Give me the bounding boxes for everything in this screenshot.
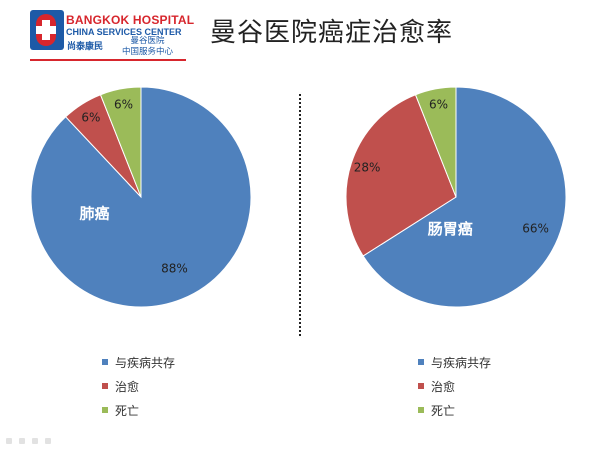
prev-slide-icon[interactable] <box>6 438 12 444</box>
logo-text-cn-line1: 曼谷医院 <box>130 36 165 46</box>
legend-swatch-coexist <box>418 359 424 365</box>
legend-swatch-death <box>102 407 108 413</box>
legend-item-coexist: 与疾病共存 <box>102 350 175 374</box>
legend-item-coexist: 与疾病共存 <box>418 350 491 374</box>
slide-nav-icons <box>6 438 51 444</box>
legend-item-death: 死亡 <box>418 398 491 422</box>
menu-icon[interactable] <box>32 438 38 444</box>
legend-label-coexist: 与疾病共存 <box>115 355 176 370</box>
pie0-slice-death <box>99 86 142 198</box>
logo-text-en-line1: BANGKOK HOSPITAL <box>66 13 195 27</box>
legend-label-death: 死亡 <box>431 403 456 418</box>
legend-item-cured: 治愈 <box>102 374 175 398</box>
page-title: 曼谷医院癌症治愈率 <box>210 18 454 48</box>
legend-item-cured: 治愈 <box>418 374 491 398</box>
pie1-label-death: 6% <box>429 98 448 112</box>
pie0-label-cured: 6% <box>81 111 100 125</box>
logo-text-cn-brand: 尚泰康民 <box>67 42 104 52</box>
pie0-title: 肺癌 <box>79 204 109 222</box>
pen-icon[interactable] <box>19 438 25 444</box>
legend-label-death: 死亡 <box>115 403 140 418</box>
pie1-title: 肠胃癌 <box>428 220 473 238</box>
pie1-label-coexist: 66% <box>522 222 549 236</box>
legend-lung-cancer: 与疾病共存 治愈 死亡 <box>102 350 175 422</box>
legend-label-cured: 治愈 <box>431 379 456 394</box>
logo-underline <box>30 59 186 61</box>
legend-swatch-coexist <box>102 359 108 365</box>
logo-text-en-line2: CHINA SERVICES CENTER <box>66 27 182 37</box>
legend-swatch-cured <box>418 383 424 389</box>
chart-divider <box>299 94 301 336</box>
bangkok-hospital-logo-icon <box>30 10 64 50</box>
logo-text-cn-sub: 曼谷医院 中国服务中心 <box>122 36 173 58</box>
pie1-slice-death <box>414 86 457 198</box>
legend-label-cured: 治愈 <box>115 379 140 394</box>
legend-gastrointestinal-cancer: 与疾病共存 治愈 死亡 <box>418 350 491 422</box>
hospital-logo: BANGKOK HOSPITAL CHINA SERVICES CENTER 尚… <box>30 10 210 60</box>
pie0-label-death: 6% <box>114 98 133 112</box>
pie1-label-cured: 28% <box>354 161 381 175</box>
legend-swatch-cured <box>102 383 108 389</box>
next-slide-icon[interactable] <box>45 438 51 444</box>
legend-label-coexist: 与疾病共存 <box>431 355 492 370</box>
logo-text-cn-line2: 中国服务中心 <box>122 47 174 57</box>
legend-swatch-death <box>418 407 424 413</box>
pie0-label-coexist: 88% <box>161 261 188 275</box>
legend-item-death: 死亡 <box>102 398 175 422</box>
pie1-slice-cured <box>345 94 457 257</box>
pie1-slice-coexist <box>362 86 567 308</box>
